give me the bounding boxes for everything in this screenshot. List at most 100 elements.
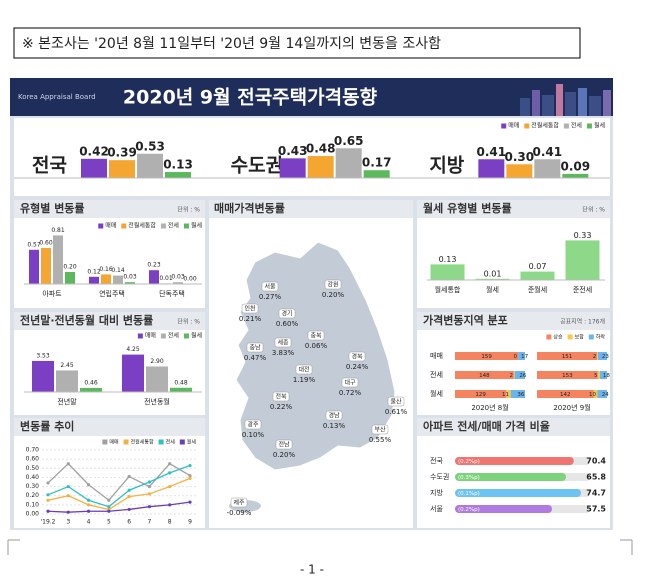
point — [107, 498, 111, 502]
region-tag — [278, 308, 296, 319]
region-tag — [387, 396, 405, 407]
segment — [537, 352, 598, 360]
segment-label: 23 — [602, 354, 609, 360]
data-label: 0.01 — [484, 269, 502, 278]
annotation: (0.2%p) — [458, 459, 480, 465]
region-name: 충북 — [310, 332, 322, 340]
region-name: 광주 — [247, 422, 259, 429]
x-tick-label: 아파트 — [42, 289, 62, 298]
period-label: 2020년 9월 — [553, 403, 590, 412]
period-label: 2020년 8월 — [471, 403, 508, 412]
data-label: 0.16 — [99, 266, 113, 273]
point — [127, 474, 131, 479]
bar — [565, 240, 600, 280]
data-label: 2.90 — [150, 358, 164, 365]
y-tick-label: 0.70 — [26, 447, 40, 454]
x-tick-label: 연립주택 — [99, 289, 125, 298]
y-tick-label: 0.40 — [26, 474, 40, 481]
legend-label: 월세 — [191, 332, 202, 340]
legend-label: 전월세통합 — [131, 439, 154, 446]
point — [147, 492, 152, 496]
region-name: 수도권 — [231, 155, 283, 177]
note-box — [13, 27, 581, 59]
point — [66, 462, 70, 466]
bar — [307, 156, 334, 178]
region-tag — [230, 497, 248, 508]
bar — [335, 148, 362, 178]
row-label: 지방 — [430, 488, 443, 497]
bar — [455, 457, 574, 465]
point — [46, 498, 50, 502]
region-tag — [244, 419, 262, 430]
segment — [597, 390, 607, 398]
point — [86, 509, 91, 513]
segment-label: 2 — [510, 373, 514, 379]
segment — [455, 352, 519, 360]
bar — [81, 158, 107, 178]
x-tick-label: '19.2 — [40, 519, 55, 526]
page-number: - 1 - — [300, 563, 324, 577]
y-tick-label: 0.30 — [26, 483, 40, 490]
data-label: 0.48 — [306, 142, 336, 156]
data-label: 0.33 — [574, 231, 592, 240]
data-label: 0.20 — [63, 264, 77, 271]
data-label: 0.81 — [51, 227, 65, 234]
skyline — [520, 84, 611, 116]
region-value: 0.60% — [276, 320, 299, 328]
data-label: 57.5 — [586, 505, 606, 514]
region-name: 충남 — [249, 344, 261, 352]
data-label: 0.17 — [362, 156, 392, 170]
region-tag — [295, 364, 313, 375]
bar — [562, 173, 589, 178]
bar — [173, 282, 183, 284]
line-series — [47, 477, 191, 511]
legend-label: 보합 — [575, 334, 585, 341]
point — [46, 509, 50, 513]
point — [46, 481, 50, 485]
segment — [455, 371, 514, 379]
region-tag — [307, 330, 325, 341]
region-tag — [261, 281, 279, 292]
data-label: 0.42 — [79, 144, 109, 158]
x-tick-label: 7 — [148, 519, 152, 526]
point — [107, 505, 111, 509]
panel-title: 가격변동지역 분포 — [423, 313, 508, 327]
legend-label: 매매 — [105, 222, 116, 230]
legend-swatch — [123, 439, 129, 445]
panel-title: 전년말·전년동월 대비 변동률 — [20, 313, 153, 327]
data-label: 0.46 — [84, 379, 98, 386]
segment-label: 18 — [603, 373, 610, 379]
legend-swatch — [183, 333, 189, 339]
row-label: 전국 — [430, 456, 443, 465]
segment-label: 153 — [562, 373, 573, 379]
bar — [506, 164, 533, 178]
header-band — [10, 78, 613, 116]
data-label: 0.39 — [107, 146, 137, 160]
panel-title: 유형별 변동률 — [20, 201, 85, 215]
data-label: 0.07 — [529, 262, 547, 271]
region-name: 경북 — [351, 354, 363, 361]
row-label: 서울 — [430, 504, 443, 513]
region-name: 세종 — [277, 339, 289, 347]
panel-title: 월세 유형별 변동률 — [423, 201, 512, 215]
bar — [109, 160, 135, 178]
legend-swatch — [179, 439, 185, 445]
bar — [455, 489, 582, 497]
data-label: 0.48 — [174, 379, 188, 386]
y-tick-label: 0.20 — [26, 492, 40, 499]
bar — [137, 153, 163, 178]
legend-label: 매매 — [508, 122, 519, 130]
segment — [506, 390, 511, 398]
legend-label: 상승 — [553, 334, 563, 341]
x-tick-label: 전년말 — [57, 397, 77, 406]
segment — [599, 371, 607, 379]
annotation: (0.2%p) — [458, 507, 480, 513]
segment-label: 24 — [602, 392, 609, 398]
legend-swatch — [121, 223, 127, 229]
bar — [430, 264, 465, 280]
point — [107, 509, 111, 513]
segment-label: 0 — [513, 354, 517, 360]
subtitle: 공표지역 : 176개 — [560, 318, 605, 326]
legend-label: 매매 — [109, 439, 119, 446]
region-value: 0.13% — [323, 422, 346, 430]
